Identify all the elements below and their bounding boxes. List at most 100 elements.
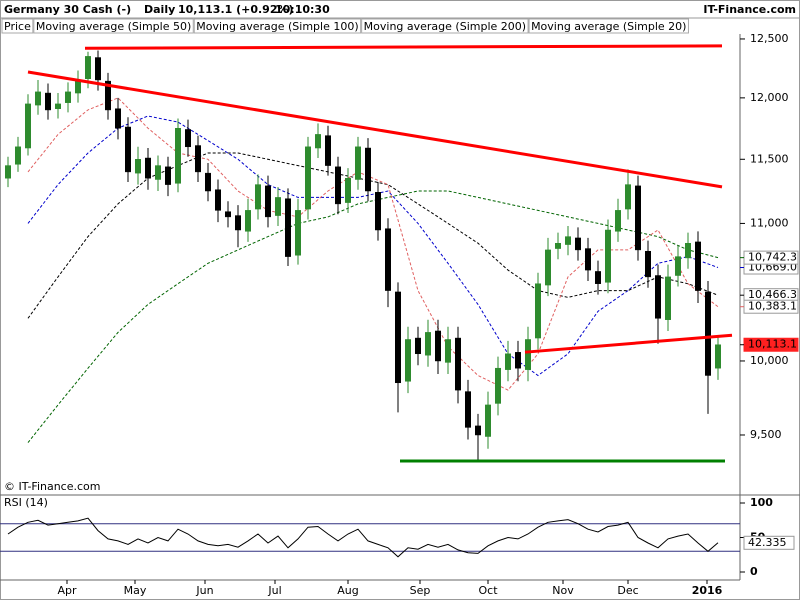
rsi-last-value: 42.335 (748, 536, 787, 549)
candle-body (165, 166, 171, 185)
y-tick-label: 12,000 (750, 91, 789, 104)
candle-body (185, 129, 191, 148)
candle-body (625, 184, 631, 210)
rsi-y-tick-label: 0 (750, 565, 758, 578)
legend-entry: Price (4, 20, 31, 33)
trend-line (27, 70, 723, 189)
candle-body (495, 367, 501, 404)
moving-average (27, 190, 719, 443)
moving-average (27, 115, 719, 377)
candle-body (455, 337, 461, 391)
candle-body (655, 275, 661, 319)
interval: Daily (144, 3, 175, 16)
candle-body (485, 404, 491, 437)
candle-body (265, 185, 271, 218)
candle-body (175, 127, 181, 184)
x-tick-label: Oct (478, 584, 498, 597)
candle-body (95, 57, 101, 81)
candle-body (245, 210, 251, 232)
rsi-title: RSI (14) (4, 496, 48, 509)
candle-body (415, 337, 421, 355)
series-last-value: 10,742.3 (748, 251, 797, 264)
candle-body (155, 165, 161, 180)
trend-line (524, 333, 733, 354)
candle-body (525, 339, 531, 370)
candle-body (335, 166, 341, 205)
candle-body (665, 276, 671, 320)
candle-body (645, 250, 651, 278)
candle-body (105, 80, 111, 111)
candle-body (145, 157, 151, 179)
candle-body (295, 210, 301, 256)
x-tick-label: Dec (617, 584, 638, 597)
candle-body (705, 291, 711, 376)
candle-body (205, 172, 211, 192)
candle-body (675, 256, 681, 276)
x-tick-label: Sep (410, 584, 431, 597)
x-tick-label: Aug (337, 584, 358, 597)
candle-body (45, 92, 51, 111)
candle-body (235, 215, 241, 231)
candle-body (555, 242, 561, 249)
rsi-y-tick-label: 100 (750, 496, 773, 509)
candle-body (445, 339, 451, 363)
candle-body (615, 210, 621, 232)
legend-box (528, 18, 689, 34)
x-tick-label: Nov (552, 584, 574, 597)
series-last-value: 10,383.1 (748, 300, 797, 313)
legend-entry: Moving average (Simple 200) (364, 20, 526, 33)
legend-box (33, 18, 194, 34)
last-change: 10,113.1 (+0.92%) (178, 3, 294, 16)
candle-body (475, 425, 481, 436)
legend-entry: Moving average (Simple 50) (36, 20, 191, 33)
candle-body (255, 184, 261, 210)
candle-body (355, 146, 361, 180)
price-last-value: 10,113.1 (748, 338, 797, 351)
x-tick-label: Jul (267, 584, 281, 597)
candle-body (585, 248, 591, 271)
chart-title: Germany 30 Cash (-) (4, 3, 131, 16)
candle-body (55, 103, 61, 109)
candle-body (515, 352, 521, 369)
candle-body (465, 391, 471, 428)
candle-body (565, 236, 571, 245)
candle-body (695, 241, 701, 291)
candle-body (435, 330, 441, 362)
rsi-last-box (743, 535, 795, 550)
trend-line (84, 44, 723, 50)
candle-body (375, 192, 381, 231)
y-tick-label: 9,500 (750, 428, 782, 441)
candle-body (285, 198, 291, 257)
candle-body (25, 103, 31, 149)
candle-body (505, 353, 511, 370)
series-last-value: 10,466.3 (748, 288, 797, 301)
candle-body (65, 91, 71, 103)
legend-box (361, 18, 529, 34)
candle-body (225, 211, 231, 218)
candle-body (605, 229, 611, 283)
legend-entry: Moving average (Simple 20) (531, 20, 686, 33)
candle-body (275, 197, 281, 216)
x-tick-label: 2016 (692, 584, 723, 597)
watermark: © IT-Finance.com (4, 480, 101, 493)
candle-body (15, 146, 21, 165)
candle-body (575, 237, 581, 251)
candle-body (115, 108, 121, 129)
candle-body (85, 56, 91, 80)
candle-body (135, 159, 141, 174)
candle-body (395, 291, 401, 384)
y-tick-label: 10,000 (750, 354, 789, 367)
rsi-line (7, 517, 719, 558)
moving-average (27, 97, 719, 391)
time: 10:10:30 (275, 3, 330, 16)
x-tick-label: May (124, 584, 147, 597)
candle-body (215, 189, 221, 211)
candle-body (385, 228, 391, 291)
candle-body (405, 339, 411, 382)
y-tick-label: 12,500 (750, 32, 789, 45)
x-tick-label: Apr (57, 584, 77, 597)
candle-body (545, 249, 551, 286)
candle-body (715, 344, 721, 369)
candle-body (535, 283, 541, 339)
